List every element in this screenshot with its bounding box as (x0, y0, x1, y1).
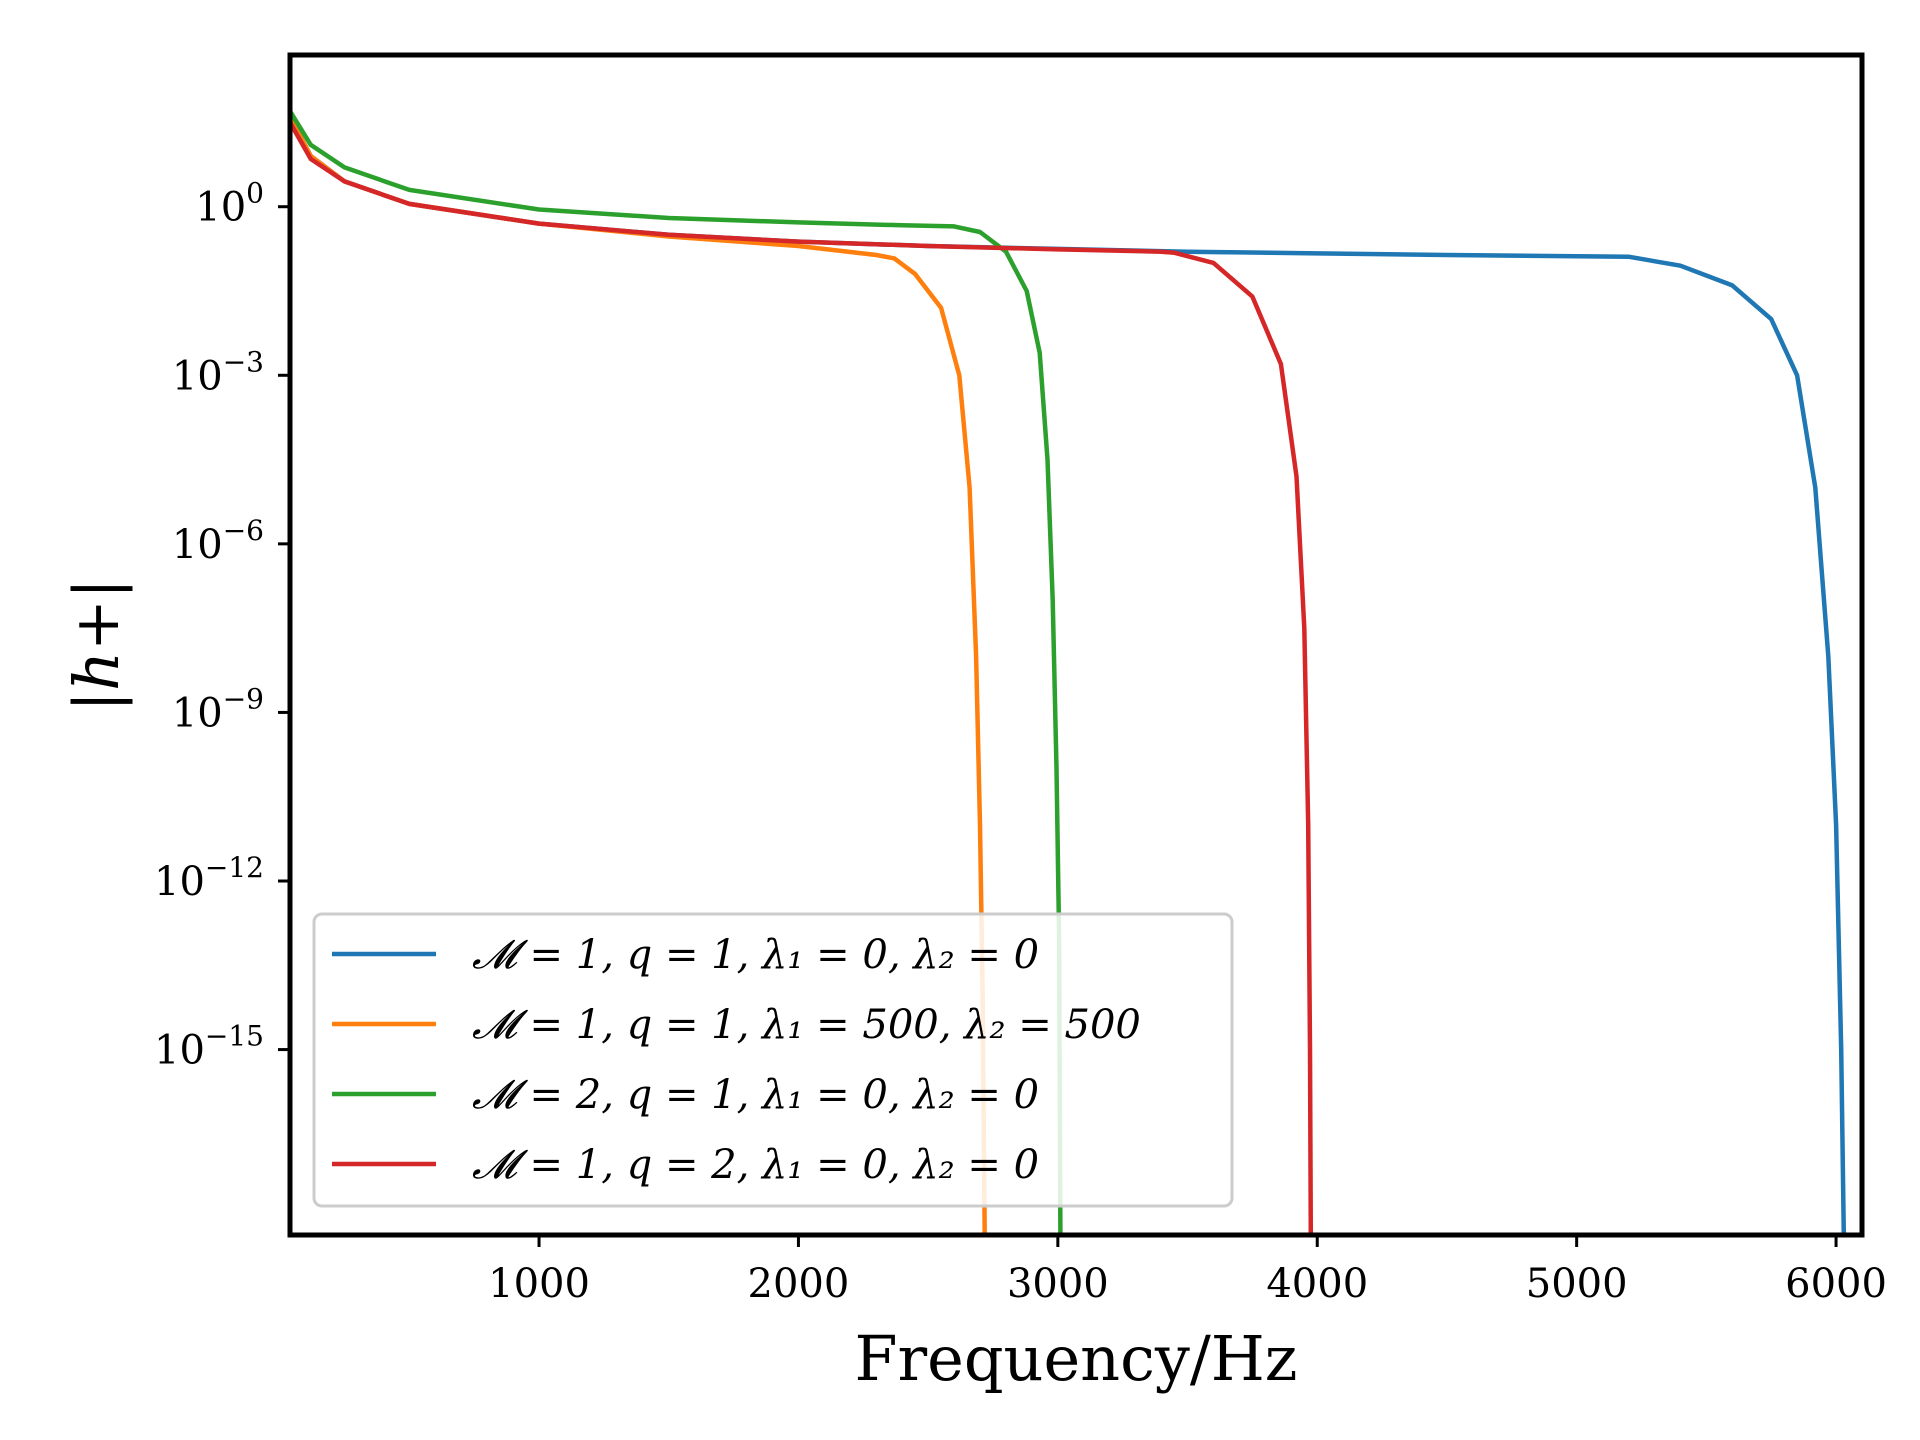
y-axis: 100 10−3 10−6 10−9 10−12 10−15 (154, 177, 290, 1074)
y-tick-label: 10−9 (172, 682, 264, 736)
legend-label-3: 𝓜 = 2, q = 1, λ₁ = 0, λ₂ = 0 (472, 1072, 1039, 1118)
x-tick-label: 3000 (1007, 1261, 1109, 1307)
y-tick-label: 10−6 (172, 514, 264, 568)
y-tick-label: 100 (195, 177, 264, 231)
legend-label-4: 𝓜 = 1, q = 2, λ₁ = 0, λ₂ = 0 (472, 1142, 1039, 1188)
y-tick-label: 10−3 (172, 345, 264, 399)
y-tick-label: 10−15 (154, 1020, 264, 1074)
x-tick-label: 2000 (748, 1261, 850, 1307)
x-tick-label: 6000 (1785, 1261, 1887, 1307)
y-tick-label: 10−12 (154, 851, 264, 905)
series-line-3 (290, 108, 1063, 1235)
x-axis-title: Frequency/Hz (855, 1322, 1298, 1395)
y-axis-title: |h+| (60, 578, 133, 712)
legend-label-2: 𝓜 = 1, q = 1, λ₁ = 500, λ₂ = 500 (472, 1002, 1141, 1048)
x-tick-label: 4000 (1266, 1261, 1368, 1307)
plot-frame (287, 52, 1865, 1238)
legend-box (312, 912, 1234, 1208)
x-tick-label: 5000 (1526, 1261, 1628, 1307)
series-layer (290, 108, 1847, 1235)
series-line-4 (290, 120, 1314, 1235)
x-axis: 1000 2000 3000 4000 5000 6000 (488, 1235, 1887, 1307)
legend-label-1: 𝓜 = 1, q = 1, λ₁ = 0, λ₂ = 0 (472, 932, 1039, 978)
x-tick-label: 1000 (488, 1261, 590, 1307)
legend: 𝓜 = 1, q = 1, λ₁ = 0, λ₂ = 0 𝓜 = 1, q = 1… (312, 912, 1234, 1208)
